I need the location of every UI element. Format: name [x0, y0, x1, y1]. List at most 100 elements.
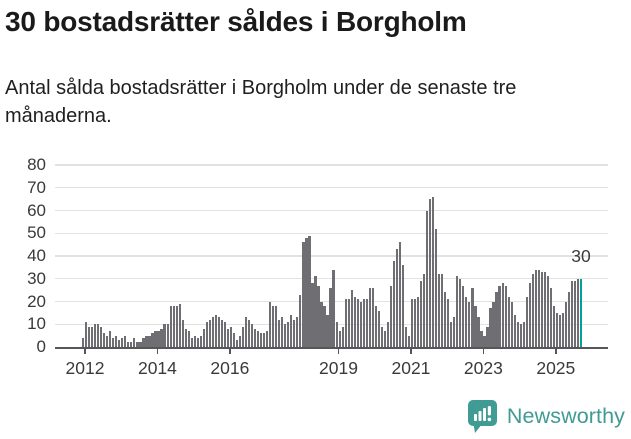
bar: [432, 196, 435, 347]
bar: [450, 321, 453, 347]
gridline: [55, 209, 608, 212]
bar: [85, 321, 88, 347]
bar: [377, 310, 380, 347]
x-axis-year-label: 2019: [319, 358, 358, 378]
gridline: [55, 187, 608, 189]
bar: [516, 321, 519, 347]
bar: [555, 312, 558, 347]
bar: [398, 242, 402, 347]
bar: [94, 324, 97, 347]
bar: [302, 242, 305, 347]
bar: [151, 333, 154, 347]
bar: [483, 335, 486, 347]
bar: [350, 290, 353, 347]
bar: [293, 319, 296, 347]
bar: [121, 337, 124, 347]
bar: [308, 235, 311, 347]
bar: [501, 283, 504, 347]
bar: [401, 265, 405, 347]
bar: [353, 296, 356, 347]
bar: [317, 285, 320, 347]
bar: [519, 324, 522, 347]
last-value-label: 30: [571, 245, 591, 266]
bar: [124, 335, 127, 347]
bar: [287, 321, 290, 347]
bar: [154, 331, 157, 347]
bar: [549, 287, 552, 347]
bar: [196, 337, 199, 347]
bar: [380, 326, 383, 347]
current-period-bar: [579, 278, 583, 347]
bar: [362, 299, 365, 347]
bar: [332, 269, 335, 347]
bar: [543, 271, 546, 347]
bar: [127, 342, 130, 347]
bar: [260, 333, 263, 347]
bar: [103, 333, 106, 347]
bar: [326, 315, 329, 347]
bar: [534, 269, 537, 347]
bar: [220, 319, 223, 347]
x-axis-tick: [482, 349, 485, 354]
bar: [335, 321, 338, 347]
bar: [407, 335, 411, 347]
x-axis-tick: [555, 349, 557, 354]
bar: [444, 292, 447, 347]
bar: [109, 331, 112, 347]
bar: [91, 326, 94, 347]
bar: [480, 331, 483, 347]
bar: [359, 301, 362, 347]
y-axis-tick-label: 60: [27, 200, 46, 220]
bar: [175, 306, 178, 347]
bar: [477, 317, 480, 347]
bar: [567, 292, 571, 347]
x-axis-year-label: 2014: [137, 358, 177, 378]
bar: [426, 210, 429, 347]
bar: [145, 335, 148, 347]
bar: [435, 228, 438, 347]
bar: [468, 301, 471, 347]
bar: [540, 271, 543, 347]
bar: [142, 337, 145, 347]
bar: [383, 331, 386, 347]
bar: [341, 326, 344, 347]
bar: [368, 287, 371, 347]
bar: [395, 249, 399, 347]
bar: [498, 285, 501, 347]
bar: [537, 269, 540, 347]
bar: [347, 299, 350, 347]
bar: [226, 328, 230, 347]
bar: [163, 324, 166, 347]
bar: [441, 274, 444, 347]
bar: [208, 319, 211, 347]
bar: [269, 301, 272, 347]
bar: [486, 326, 489, 347]
bar: [254, 328, 257, 347]
bar: [193, 335, 196, 347]
bar: [139, 342, 142, 347]
bar: [344, 299, 347, 347]
bar: [507, 296, 510, 347]
bar: [172, 306, 175, 347]
bar: [257, 331, 260, 347]
x-axis-year-label: 2021: [391, 358, 431, 378]
bar: [100, 326, 103, 347]
bar: [244, 317, 248, 347]
brand-name: Newsworthy: [506, 404, 625, 428]
plot-area: [55, 164, 608, 349]
bar: [305, 237, 308, 347]
page-title: 30 bostadsrätter såldes i Borgholm: [5, 6, 467, 37]
bar: [513, 315, 516, 347]
bar: [525, 296, 528, 347]
bar: [410, 299, 414, 347]
bar: [232, 333, 236, 347]
bar: [462, 285, 465, 347]
bar: [329, 287, 332, 347]
bar: [238, 335, 242, 347]
bar: [374, 306, 377, 347]
bar: [453, 317, 456, 347]
bar: [106, 335, 109, 347]
bar: [251, 324, 254, 347]
bar: [241, 326, 245, 347]
